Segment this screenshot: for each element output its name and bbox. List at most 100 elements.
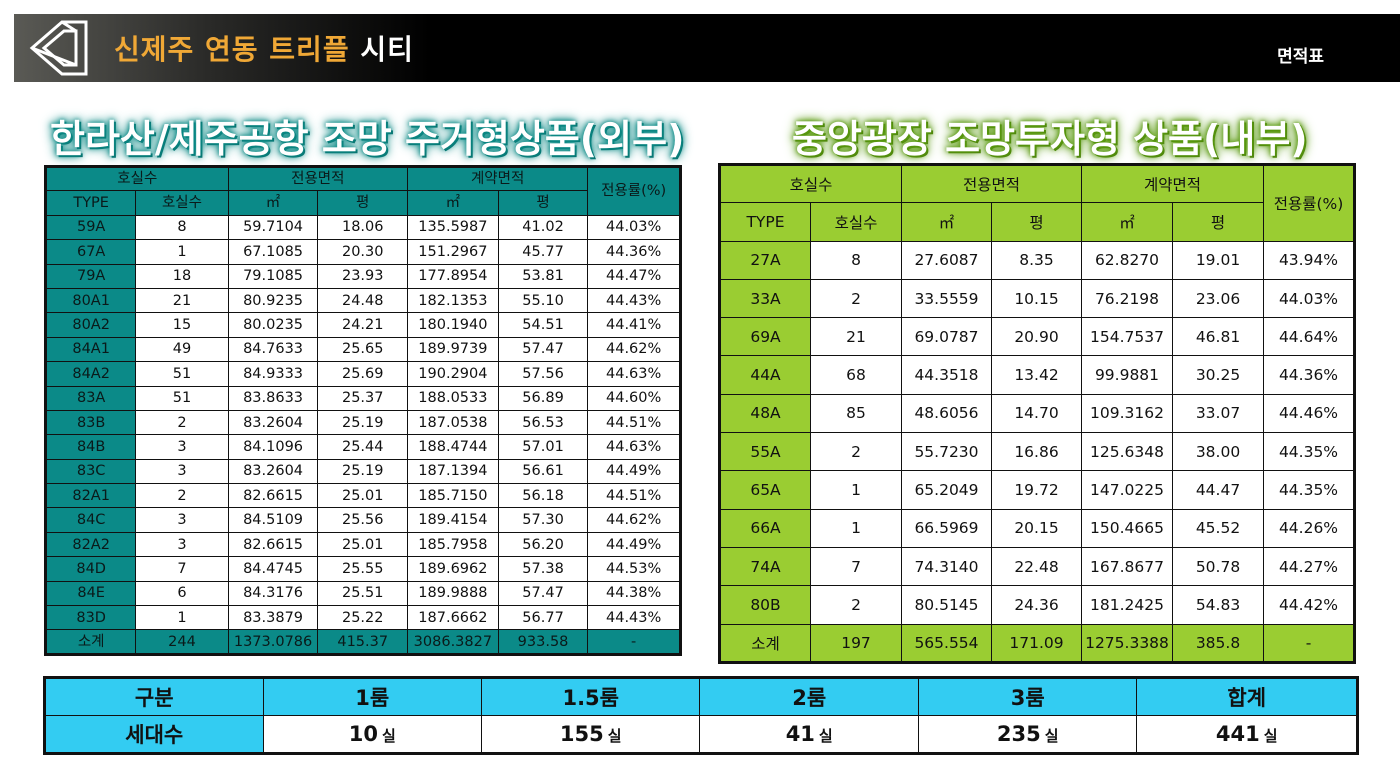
header-ratio: 전용률(%): [587, 166, 681, 216]
cell-count: 3: [135, 458, 229, 485]
cell-exclusive-m2: 55.7230: [901, 432, 992, 472]
cell-exclusive-m2: 83.2604: [227, 458, 319, 485]
value: 441: [1215, 722, 1260, 746]
cell-exclusive-pyeong: 20.15: [991, 508, 1082, 548]
total-contract-pyeong: 933.58: [497, 629, 589, 655]
cell-exclusive-m2: 84.9333: [227, 361, 319, 387]
cell-contract-pyeong: 56.61: [497, 458, 589, 485]
cell-type: 80B: [719, 585, 811, 625]
exterior-area-table: 호실수 전용면적 계약면적 전용률(%) TYPE 호실수 ㎡ 평 ㎡ 평 59…: [44, 165, 682, 656]
table-row: 80A1 21 80.9235 24.48 182.1353 55.10 44.43%: [44, 287, 681, 314]
cell-contract-m2: 185.7150: [406, 483, 499, 509]
header-pyeong-contract: 평: [1172, 202, 1264, 242]
unit: 실: [607, 727, 622, 745]
value: 155: [559, 722, 604, 746]
total-row: 소계 197 565.554 171.09 1275.3388 385.8-: [719, 623, 1355, 663]
cell-exclusive-m2: 65.2049: [901, 470, 992, 510]
cell-type: 65A: [719, 470, 811, 510]
page-title: 신제주 연동 트리플 시티: [114, 28, 414, 68]
cell-contract-m2: 151.2967: [406, 239, 499, 265]
cell-ratio: 44.63%: [587, 361, 681, 387]
cell-count: 7: [810, 546, 902, 587]
cell-exclusive-m2: 74.3140: [901, 546, 992, 587]
cell-contract-pyeong: 56.89: [497, 385, 589, 411]
cell-exclusive-pyeong: 20.30: [317, 239, 408, 265]
cell-contract-pyeong: 23.06: [1172, 278, 1264, 319]
cell-contract-pyeong: 45.77: [497, 239, 589, 265]
total-exclusive-pyeong: 171.09: [991, 623, 1082, 663]
cell-contract-pyeong: 54.83: [1172, 585, 1264, 625]
cell-exclusive-pyeong: 25.01: [317, 483, 408, 509]
cell-exclusive-m2: 80.5145: [901, 585, 992, 625]
cell-contract-pyeong: 30.25: [1172, 355, 1264, 395]
cell-exclusive-pyeong: 18.06: [317, 214, 408, 241]
cell-exclusive-pyeong: 25.19: [317, 458, 408, 485]
cell-exclusive-pyeong: 25.55: [317, 556, 408, 582]
cell-ratio: 44.41%: [587, 312, 681, 338]
cell-type: 84E: [44, 580, 137, 607]
cell-contract-m2: 189.6962: [406, 556, 499, 582]
cell-ratio: 44.35%: [1263, 470, 1355, 510]
cell-contract-m2: 188.4744: [406, 434, 499, 460]
table-row: 83C 3 83.2604 25.19 187.1394 56.61 44.49%: [44, 458, 681, 485]
cell-ratio: 44.03%: [1263, 278, 1355, 319]
cell-type: 66A: [719, 508, 811, 548]
cell-contract-pyeong: 56.53: [497, 409, 589, 436]
cell-ratio: 44.42%: [1263, 585, 1355, 625]
cell-contract-pyeong: 19.01: [1172, 240, 1264, 280]
cell-exclusive-m2: 82.6615: [227, 483, 319, 509]
header-m2: ㎡: [901, 202, 992, 242]
header-contract-area: 계약면적: [406, 165, 589, 192]
table-row: 27A 8 27.6087 8.35 62.8270 19.01 43.94%: [719, 240, 1355, 280]
cell-ratio: 44.64%: [1263, 317, 1355, 357]
total-type: 소계: [44, 629, 137, 655]
cell-type: 55A: [719, 432, 811, 472]
table-row: 84C 3 84.5109 25.56 189.4154 57.30 44.62%: [44, 507, 681, 533]
cell-type: 80A2: [44, 312, 137, 338]
cell-contract-pyeong: 54.51: [497, 312, 589, 338]
cell-exclusive-m2: 83.8633: [227, 385, 319, 411]
cell-exclusive-m2: 59.7104: [227, 214, 319, 241]
cell-count: 3: [135, 531, 229, 558]
cell-ratio: 44.03%: [587, 214, 681, 241]
cell-ratio: 44.35%: [1263, 432, 1355, 472]
cell-exclusive-m2: 83.2604: [227, 409, 319, 436]
cell-ratio: 44.51%: [587, 409, 681, 436]
interior-area-table: 호실수 전용면적 계약면적 전용률(%) TYPE 호실수 ㎡ 평 ㎡ 평 27…: [718, 163, 1356, 664]
table-row: 83A 51 83.8633 25.37 188.0533 56.89 44.60%: [44, 385, 681, 411]
total-exclusive-m2: 565.554: [901, 623, 992, 663]
cell-count: 2: [135, 409, 229, 436]
cell-contract-m2: 76.2198: [1081, 278, 1173, 319]
cell-contract-m2: 187.1394: [406, 458, 499, 485]
cell-count: 2: [810, 278, 902, 319]
unit: 실: [818, 727, 833, 745]
cell-exclusive-m2: 48.6056: [901, 393, 992, 434]
summary-value-2room: 41 실: [699, 715, 919, 754]
cell-exclusive-pyeong: 25.01: [317, 531, 408, 558]
cell-count: 49: [135, 336, 229, 363]
cell-count: 3: [135, 434, 229, 460]
cell-exclusive-pyeong: 25.44: [317, 434, 408, 460]
cell-count: 1: [810, 470, 902, 510]
total-row: 소계 244 1373.0786 415.37 3086.3827 933.58-: [44, 629, 681, 655]
header-m2: ㎡: [227, 190, 319, 216]
cell-contract-pyeong: 55.10: [497, 287, 589, 314]
cell-exclusive-m2: 84.3176: [227, 580, 319, 607]
table-row: 80B 2 80.5145 24.36 181.2425 54.83 44.42%: [719, 585, 1355, 625]
cell-exclusive-pyeong: 14.70: [991, 393, 1082, 434]
table-row: 84A1 49 84.7633 25.65 189.9739 57.47 44.62%: [44, 336, 681, 363]
cell-exclusive-pyeong: 16.86: [991, 432, 1082, 472]
cell-exclusive-m2: 33.5559: [901, 278, 992, 319]
cell-exclusive-pyeong: 23.93: [317, 263, 408, 289]
section-label: 면적표: [1277, 47, 1324, 67]
cell-count: 8: [810, 240, 902, 280]
cell-count: 1: [135, 605, 229, 631]
table-row: 59A 8 59.7104 18.06 135.5987 41.02 44.03%: [44, 214, 681, 241]
table-row: 82A1 2 82.6615 25.01 185.7150 56.18 44.51%: [44, 483, 681, 509]
cell-contract-pyeong: 33.07: [1172, 393, 1264, 434]
cell-exclusive-pyeong: 10.15: [991, 278, 1082, 319]
table-row: 66A 1 66.5969 20.15 150.4665 45.52 44.26%: [719, 508, 1355, 548]
cell-count: 68: [810, 355, 902, 395]
cell-exclusive-m2: 84.5109: [227, 507, 319, 533]
cell-type: 44A: [719, 355, 811, 395]
